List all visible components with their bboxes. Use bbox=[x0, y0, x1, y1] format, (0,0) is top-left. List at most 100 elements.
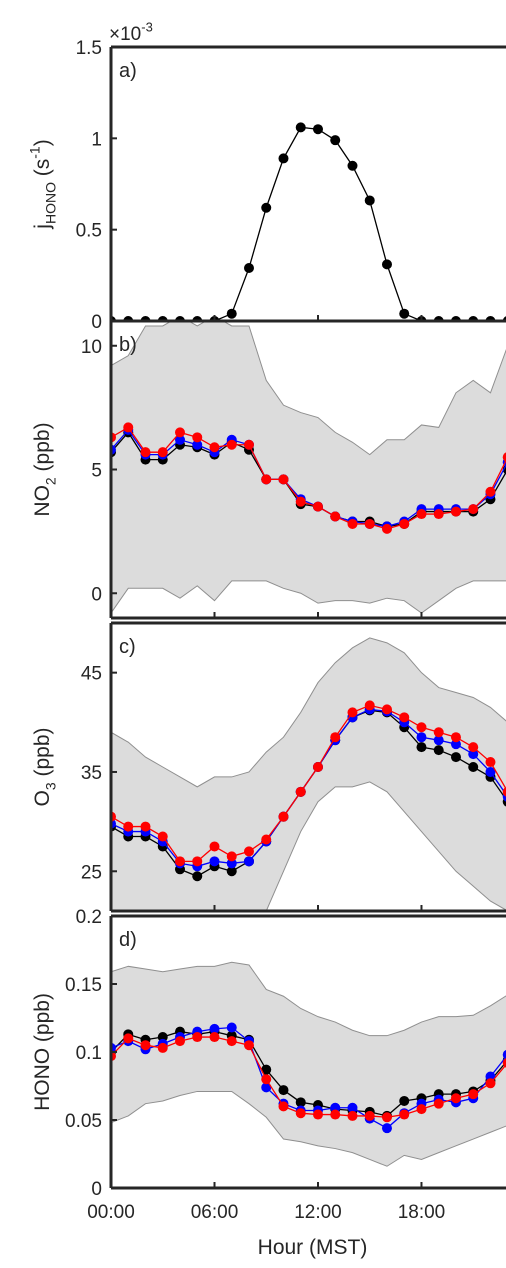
data-point bbox=[381, 523, 392, 534]
data-point bbox=[502, 787, 506, 797]
data-point bbox=[192, 432, 203, 443]
panel-label: a) bbox=[119, 60, 137, 82]
data-point bbox=[157, 1042, 168, 1053]
plot-area bbox=[111, 637, 506, 911]
data-point bbox=[381, 1123, 392, 1134]
data-point bbox=[381, 259, 392, 270]
panel-label: c) bbox=[119, 636, 136, 658]
data-point bbox=[295, 1108, 306, 1119]
band-upper-edge bbox=[111, 637, 506, 788]
band-lower-edge bbox=[111, 580, 506, 614]
data-point bbox=[278, 1101, 289, 1112]
panels: 0 0.5 1 1.5 jHONO (s-1) a) ×10-3 0 5 10 NO2 (ppb) b… bbox=[27, 19, 506, 1259]
band-upper-edge bbox=[111, 321, 506, 456]
data-point bbox=[312, 762, 323, 772]
data-point bbox=[347, 160, 358, 171]
data-point bbox=[468, 742, 479, 753]
data-point bbox=[468, 1089, 479, 1100]
data-point bbox=[502, 1050, 506, 1060]
plot-area bbox=[111, 321, 506, 614]
data-point bbox=[485, 1078, 496, 1089]
y-tick-label: 0 bbox=[91, 312, 102, 333]
data-point bbox=[261, 1082, 272, 1093]
range-band bbox=[111, 321, 506, 614]
data-point bbox=[468, 504, 479, 515]
panel-label: d) bbox=[119, 929, 137, 951]
data-point bbox=[174, 856, 185, 867]
data-point bbox=[243, 856, 254, 867]
data-point bbox=[433, 509, 444, 520]
data-point bbox=[450, 752, 461, 763]
data-point bbox=[468, 749, 479, 760]
x-tick-label: 18:00 bbox=[398, 1202, 446, 1223]
data-point bbox=[312, 501, 323, 512]
y-tick-label: 10 bbox=[81, 337, 102, 358]
data-point bbox=[261, 1074, 272, 1085]
data-point bbox=[174, 434, 185, 445]
data-point bbox=[399, 1109, 410, 1120]
data-point bbox=[364, 1110, 375, 1121]
data-point bbox=[192, 856, 203, 867]
panel-a: 0 0.5 1 1.5 jHONO (s-1) a) ×10-3 bbox=[27, 19, 506, 333]
data-point bbox=[157, 447, 168, 458]
panel-b: 0 5 10 NO2 (ppb) b) bbox=[31, 319, 506, 620]
data-point bbox=[209, 442, 220, 453]
data-point bbox=[433, 735, 444, 746]
data-point bbox=[261, 1064, 272, 1075]
series-line-0 bbox=[111, 126, 506, 321]
band-upper-edge bbox=[111, 961, 506, 1037]
data-point bbox=[450, 506, 461, 517]
data-point bbox=[209, 1032, 220, 1043]
plot-area bbox=[111, 961, 506, 1167]
data-point bbox=[140, 821, 151, 832]
data-point bbox=[174, 427, 185, 438]
y-tick-label: 35 bbox=[81, 763, 102, 784]
data-point bbox=[381, 1112, 392, 1123]
data-point bbox=[243, 439, 254, 450]
y-axis-label: NO2 (ppb) bbox=[31, 422, 58, 516]
data-point bbox=[295, 122, 306, 133]
data-point bbox=[278, 153, 289, 164]
data-point bbox=[226, 851, 237, 862]
data-point bbox=[330, 511, 341, 522]
y-tick-label: 0 bbox=[91, 1179, 102, 1200]
data-point bbox=[278, 474, 289, 485]
data-point bbox=[209, 1023, 220, 1034]
data-point bbox=[192, 871, 203, 882]
data-point bbox=[226, 1022, 237, 1033]
data-point bbox=[226, 858, 237, 869]
data-point bbox=[502, 1058, 506, 1068]
data-point bbox=[485, 766, 496, 777]
data-point bbox=[157, 831, 168, 842]
data-point bbox=[261, 474, 272, 485]
data-point bbox=[502, 452, 506, 462]
data-point bbox=[123, 1033, 134, 1044]
y-tick-label: 25 bbox=[81, 862, 102, 883]
data-point bbox=[312, 124, 323, 135]
data-point bbox=[485, 757, 496, 768]
data-point bbox=[399, 308, 410, 319]
panel-c: 25 35 45 O3 (ppb) c) bbox=[31, 621, 506, 913]
data-point bbox=[450, 739, 461, 750]
x-tick-label: 06:00 bbox=[191, 1202, 239, 1223]
data-point bbox=[226, 1036, 237, 1047]
y-tick-label: 1 bbox=[91, 129, 102, 150]
data-point bbox=[364, 195, 375, 206]
y-tick-label: 1.5 bbox=[76, 38, 102, 59]
data-point bbox=[295, 496, 306, 507]
data-point bbox=[450, 1093, 461, 1104]
data-point bbox=[347, 518, 358, 529]
data-point bbox=[192, 1032, 203, 1043]
data-point bbox=[416, 509, 427, 520]
data-point bbox=[243, 1040, 254, 1051]
y-tick-label: 0.15 bbox=[65, 975, 102, 996]
x-tick-label: 00:00 bbox=[87, 1202, 135, 1223]
x-tick-label: 12:00 bbox=[294, 1202, 342, 1223]
band-lower-edge bbox=[111, 781, 506, 911]
data-point bbox=[278, 811, 289, 822]
data-point bbox=[416, 732, 427, 743]
data-point bbox=[347, 1110, 358, 1121]
data-point bbox=[243, 263, 254, 274]
data-point bbox=[364, 700, 375, 711]
